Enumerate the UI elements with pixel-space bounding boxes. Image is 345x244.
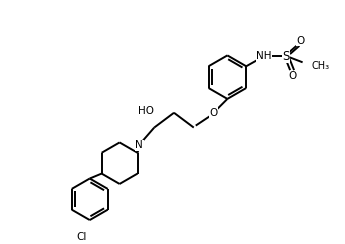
Text: Cl: Cl xyxy=(77,232,87,242)
Text: HO: HO xyxy=(138,106,154,116)
Text: S: S xyxy=(282,50,289,63)
Text: NH: NH xyxy=(256,51,272,61)
Text: O: O xyxy=(288,71,297,81)
Text: O: O xyxy=(296,36,305,46)
Text: N: N xyxy=(136,140,143,150)
Text: O: O xyxy=(209,108,218,118)
Text: CH₃: CH₃ xyxy=(312,61,329,71)
